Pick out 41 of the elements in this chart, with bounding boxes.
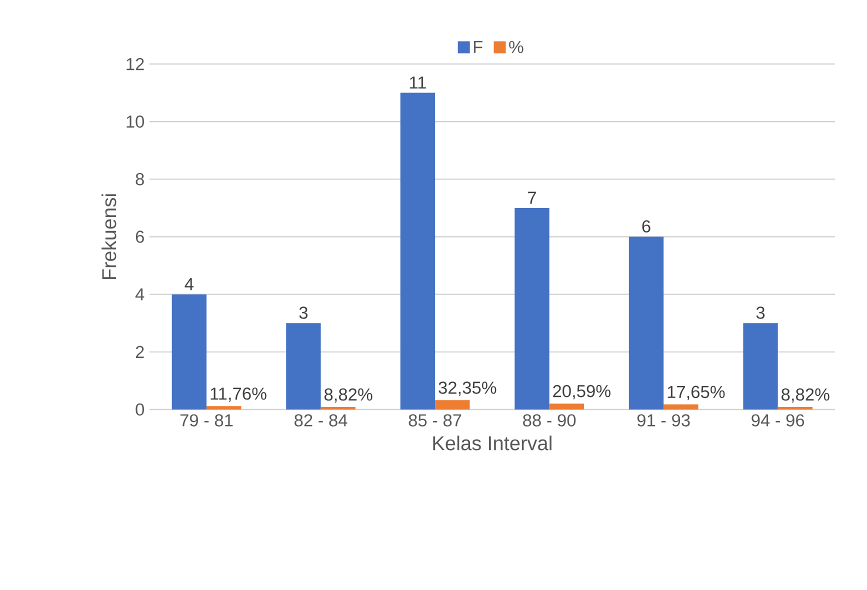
data-label: 11 (410, 76, 426, 89)
y-axis-title: Frekuensi (102, 194, 116, 280)
y-tick-label: 2 (136, 346, 144, 358)
x-tick-label: 85 - 87 (408, 414, 462, 427)
bar (206, 406, 242, 410)
x-tick-label: 82 - 84 (294, 414, 348, 427)
bar (743, 323, 778, 410)
bar (320, 407, 356, 410)
y-tick-label: 0 (136, 404, 144, 416)
data-label: 7 (528, 192, 536, 204)
data-label: 6 (642, 220, 650, 233)
legend-label: F (474, 41, 482, 54)
data-label: 17,65% (668, 386, 725, 400)
bar (778, 407, 813, 410)
data-label: 4 (184, 278, 194, 290)
x-axis-title: Kelas Interval (433, 436, 552, 451)
bar (549, 404, 584, 410)
data-label: 8,82% (782, 388, 830, 403)
data-label: 20,59% (553, 385, 610, 400)
y-tick-label: 10 (126, 116, 144, 128)
x-tick-label: 91 - 93 (637, 414, 690, 427)
y-tick-label: 4 (135, 288, 144, 301)
bar (664, 404, 698, 410)
bar (628, 236, 664, 410)
data-label: 3 (756, 306, 765, 320)
bar (400, 93, 436, 410)
x-tick-label: 94 - 96 (752, 414, 804, 427)
y-tick-label: 12 (126, 58, 144, 70)
data-label: 32,35% (438, 382, 496, 396)
bar (514, 208, 550, 410)
x-tick-label: 79 - 81 (180, 414, 233, 427)
data-label: 8,82% (324, 388, 372, 403)
legend-label: % (509, 41, 524, 54)
y-tick-label: 8 (136, 173, 144, 186)
data-label: 3 (299, 306, 308, 320)
bar (172, 294, 207, 410)
data-label: 11,76% (210, 388, 266, 402)
y-tick-label: 6 (136, 230, 144, 244)
bar (286, 323, 321, 410)
bar (435, 400, 470, 410)
x-tick-label: 88 - 90 (523, 414, 576, 427)
